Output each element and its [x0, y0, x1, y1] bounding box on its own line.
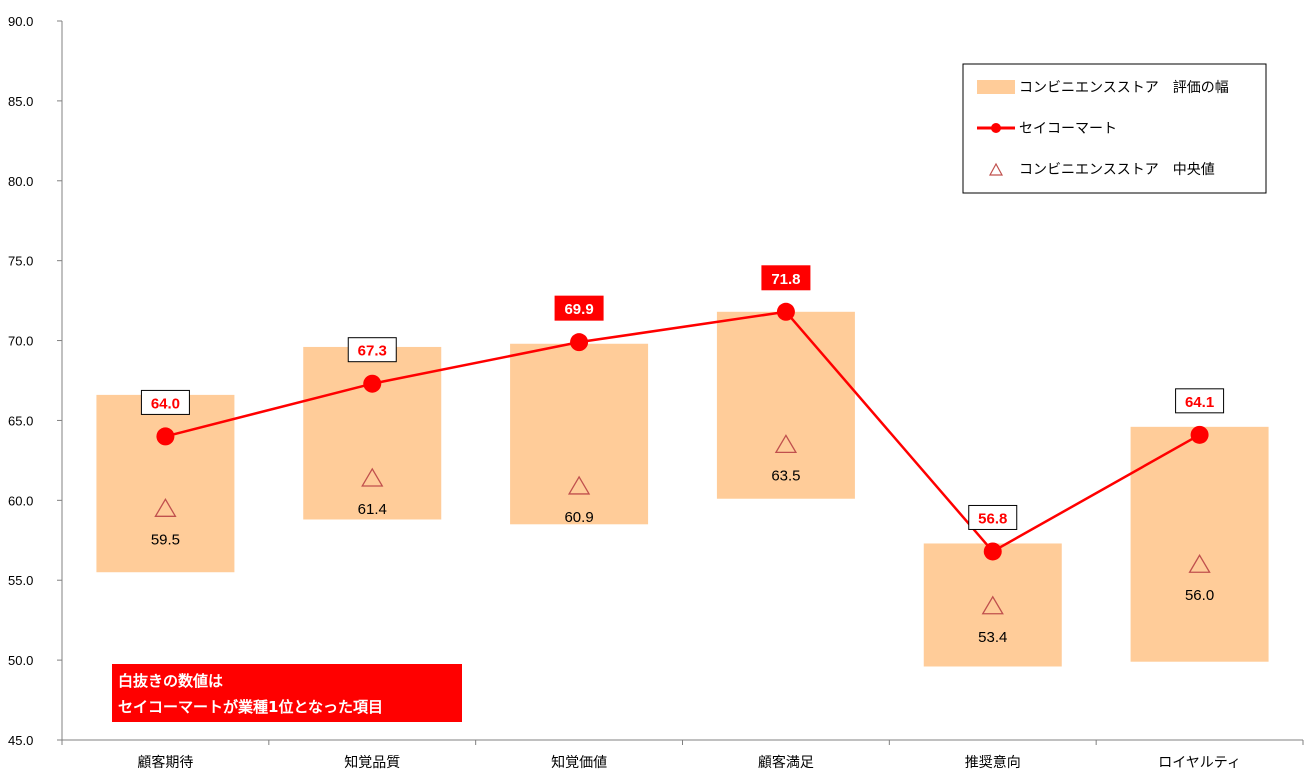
median-triangle-icon [361, 467, 384, 487]
range-bar [510, 343, 649, 525]
seicomart-point [363, 374, 382, 393]
x-category-label: ロイヤルティ [1158, 755, 1241, 771]
data-labels: 64.0 67.3 69.9 71.8 56.8 64.1 [140, 265, 1225, 530]
note-background [112, 664, 462, 722]
legend-swatch-triangle-icon [988, 162, 1004, 176]
range-bar [1130, 426, 1269, 662]
seicomart-value-box [347, 337, 397, 363]
seicomart-value-box [554, 295, 604, 321]
note-box: 白抜きの数値は セイコーマートが業種1位となった項目 [112, 664, 462, 722]
median-triangle-icon [1188, 553, 1211, 573]
y-tick-label: 45.0 [8, 733, 33, 748]
median-triangle-icon [154, 498, 177, 517]
seicomart-value-label: 71.8 [771, 271, 800, 288]
range-bar [716, 311, 855, 499]
median-value-label: 61.4 [358, 501, 387, 518]
seicomart-value-label: 64.0 [151, 395, 180, 412]
x-category-label: 推奨意向 [965, 754, 1021, 771]
seicomart-value-label: 56.8 [978, 510, 1007, 527]
legend-label-range: コンビニエンスストア 評価の幅 [1019, 80, 1229, 96]
seicomart-point [776, 302, 795, 321]
legend-label-median: コンビニエンスストア 中央値 [1019, 162, 1215, 178]
seicomart-point [1190, 425, 1209, 444]
y-tick-label: 75.0 [8, 254, 33, 269]
median-value-label: 60.9 [564, 509, 593, 526]
y-tick-label: 70.0 [8, 334, 33, 349]
seicomart-point [983, 542, 1002, 561]
legend-label-seicomart: セイコーマート [1019, 121, 1117, 137]
seicomart-value-box [968, 504, 1018, 530]
y-tick-label: 90.0 [8, 14, 33, 29]
seicomart-value-box [761, 265, 811, 291]
median-triangle-icon [774, 434, 798, 454]
seicomart-value-box [140, 389, 190, 415]
median-triangle-icon [981, 595, 1004, 615]
y-tick-label: 50.0 [8, 653, 33, 668]
note-line-1: 白抜きの数値は [118, 672, 223, 690]
y-tick-label: 80.0 [8, 174, 33, 189]
y-tick-label: 55.0 [8, 573, 33, 588]
seicomart-series [156, 302, 1209, 561]
range-bars [96, 311, 1269, 667]
x-category-label: 顧客期待 [137, 754, 193, 771]
y-tick-label: 85.0 [8, 94, 33, 109]
range-bar [923, 543, 1062, 667]
seicomart-value-label: 69.9 [564, 301, 593, 318]
x-category-label: 知覚品質 [344, 754, 400, 771]
median-value-label: 56.0 [1185, 587, 1214, 604]
median-value-label: 63.5 [771, 467, 800, 484]
seicomart-line [165, 310, 1201, 554]
median-markers: 59.5 61.4 60.9 63.5 53.4 56.0 [151, 434, 1214, 646]
seicomart-point [570, 333, 589, 352]
median-triangle-icon [567, 475, 591, 495]
x-category-label: 知覚価値 [551, 754, 607, 771]
note-line-2: セイコーマートが業種1位となった項目 [118, 698, 383, 716]
legend-swatch-range [977, 80, 1015, 94]
axes: 45.0 50.0 55.0 60.0 65.0 70.0 75.0 80.0 85.0 90.0… [8, 14, 1304, 771]
seicomart-value-label: 64.1 [1185, 394, 1214, 411]
y-tick-label: 65.0 [8, 413, 33, 428]
seicomart-value-label: 67.3 [358, 343, 387, 360]
x-category-label: 顧客満足 [758, 754, 814, 771]
legend: コンビニエンスストア 評価の幅 セイコーマート コンビニエンスストア 中央値 [962, 63, 1267, 194]
median-value-label: 59.5 [151, 531, 180, 548]
legend-swatch-dot [991, 123, 1001, 133]
median-value-label: 53.4 [978, 629, 1007, 646]
y-tick-label: 60.0 [8, 493, 33, 508]
seicomart-point [156, 427, 175, 446]
seicomart-value-box [1175, 388, 1225, 414]
